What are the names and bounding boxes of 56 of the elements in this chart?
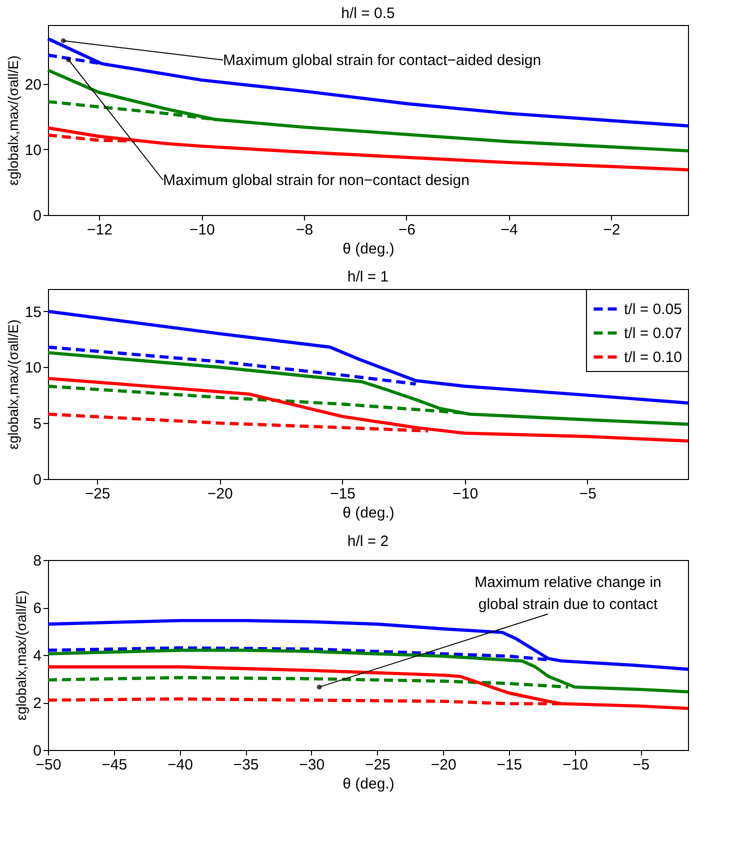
x-axis-title: θ (deg.) — [342, 240, 394, 258]
x-tick-label: −5 — [579, 486, 597, 502]
line-series — [46, 376, 690, 443]
y-tick-label: 0 — [33, 742, 42, 760]
y-tick-label: 0 — [33, 208, 42, 224]
x-tick-label: −10 — [189, 222, 215, 238]
x-tick-label: −35 — [233, 756, 259, 774]
x-tick-label: −10 — [452, 486, 478, 502]
x-tick-label: −50 — [36, 756, 62, 774]
x-tick-label: −4 — [500, 222, 518, 238]
x-tick-label: −2 — [603, 222, 620, 238]
y-tick-label: 6 — [33, 600, 42, 617]
line-series — [46, 648, 690, 694]
y-tick-label: 0 — [33, 472, 42, 488]
x-tick-label: −20 — [207, 486, 233, 502]
y-axis-title: εglobalx,max/(σall/E) — [4, 55, 21, 186]
legend-label: t/l = 0.05 — [624, 301, 682, 318]
y-tick-label: 10 — [24, 360, 42, 377]
chart-title: h/l = 2 — [347, 533, 389, 550]
line-series — [46, 351, 690, 426]
x-tick-label: −45 — [102, 756, 128, 774]
chart-title: h/l = 1 — [347, 268, 389, 286]
line-series — [46, 126, 690, 172]
y-axis-title: εglobalx,max/(σall/E) — [4, 319, 21, 450]
x-tick-label: −15 — [496, 756, 522, 774]
y-tick-label: 2 — [33, 695, 42, 712]
line-series — [46, 618, 690, 671]
y-tick-label: 20 — [24, 76, 42, 94]
x-tick-label: −6 — [398, 222, 416, 238]
y-tick-label: 4 — [33, 648, 42, 664]
line-series — [46, 665, 690, 710]
x-axis-title: θ (deg.) — [342, 504, 394, 522]
y-axis-title: εglobalx,max/(σall/E) — [13, 590, 30, 721]
line-series — [46, 37, 690, 128]
x-tick-label: −5 — [632, 756, 650, 774]
annotation: Maximum global strain for non−contact design — [163, 172, 470, 189]
x-tick-label: −15 — [330, 486, 356, 502]
x-tick-label: −40 — [167, 756, 193, 774]
y-tick-label: 8 — [33, 552, 42, 570]
x-tick-label: −30 — [299, 756, 325, 774]
y-tick-label: 10 — [24, 142, 42, 159]
x-tick-label: −20 — [430, 756, 456, 774]
y-tick-label: 15 — [24, 304, 42, 321]
chart-title: h/l = 0.5 — [341, 5, 395, 22]
x-tick-label: −10 — [562, 756, 588, 774]
x-tick-label: −8 — [296, 222, 314, 238]
legend-label: t/l = 0.10 — [624, 349, 682, 366]
annotation: Maximum global strain for contact−aided design — [223, 52, 542, 69]
x-tick-label: −25 — [84, 486, 110, 502]
x-tick-label: −25 — [364, 756, 390, 774]
x-tick-label: −12 — [86, 222, 112, 238]
legend-label: t/l = 0.07 — [624, 325, 682, 342]
annotation: Maximum relative change in global strain due to contact — [474, 574, 662, 613]
line-series — [46, 68, 690, 152]
y-tick-label: 5 — [33, 416, 42, 433]
x-axis-title: θ (deg.) — [342, 776, 394, 792]
